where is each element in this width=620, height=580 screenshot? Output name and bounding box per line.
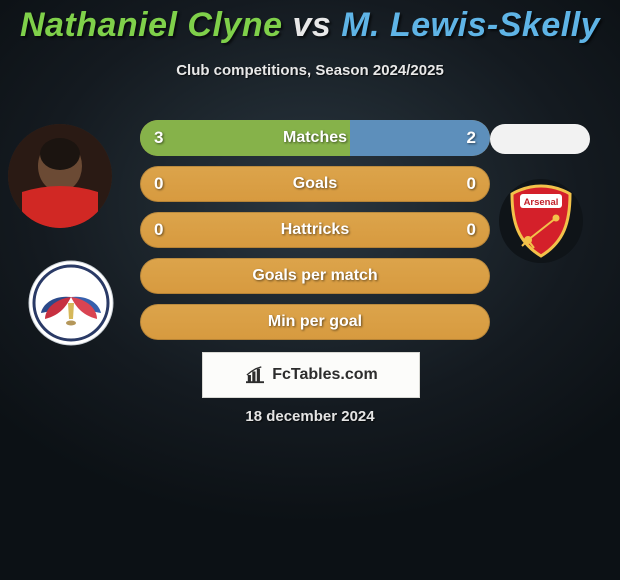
stat-left-value: 0 [154, 166, 163, 202]
svg-text:Arsenal: Arsenal [524, 197, 559, 208]
stat-row: Min per goal [140, 304, 490, 340]
stat-label: Min per goal [268, 313, 362, 331]
stat-row: 3 2 Matches [140, 120, 490, 156]
stat-label: Hattricks [281, 221, 349, 239]
date-text: 18 december 2024 [0, 408, 620, 425]
club-right-badge: Arsenal [498, 178, 584, 264]
stat-label: Goals per match [252, 267, 377, 285]
club-left-badge [28, 260, 114, 346]
subtitle: Club competitions, Season 2024/2025 [0, 62, 620, 79]
stat-right-value: 0 [467, 166, 476, 202]
stat-left-value: 0 [154, 212, 163, 248]
comparison-infographic: Nathaniel Clyne vs M. Lewis-Skelly Club … [0, 0, 620, 580]
stat-left-value: 3 [154, 120, 163, 156]
stat-right-value: 2 [467, 120, 476, 156]
stat-row: 0 0 Hattricks [140, 212, 490, 248]
stat-rows: 3 2 Matches 0 0 Goals 0 0 Hattricks Goals per mat… [140, 120, 490, 350]
title-player-left: Nathaniel Clyne [20, 6, 283, 44]
page-title: Nathaniel Clyne vs M. Lewis-Skelly [0, 6, 620, 45]
stat-row: Goals per match [140, 258, 490, 294]
title-player-right: M. Lewis-Skelly [341, 6, 600, 44]
player-right-placeholder [490, 124, 590, 154]
stat-row: 0 0 Goals [140, 166, 490, 202]
watermark: FcTables.com [202, 352, 420, 398]
watermark-text: FcTables.com [272, 366, 378, 384]
title-vs: vs [283, 6, 342, 44]
chart-icon [244, 366, 266, 384]
player-left-photo [8, 124, 112, 228]
stat-label: Goals [293, 175, 337, 193]
stat-right-value: 0 [467, 212, 476, 248]
stat-label: Matches [283, 129, 347, 147]
